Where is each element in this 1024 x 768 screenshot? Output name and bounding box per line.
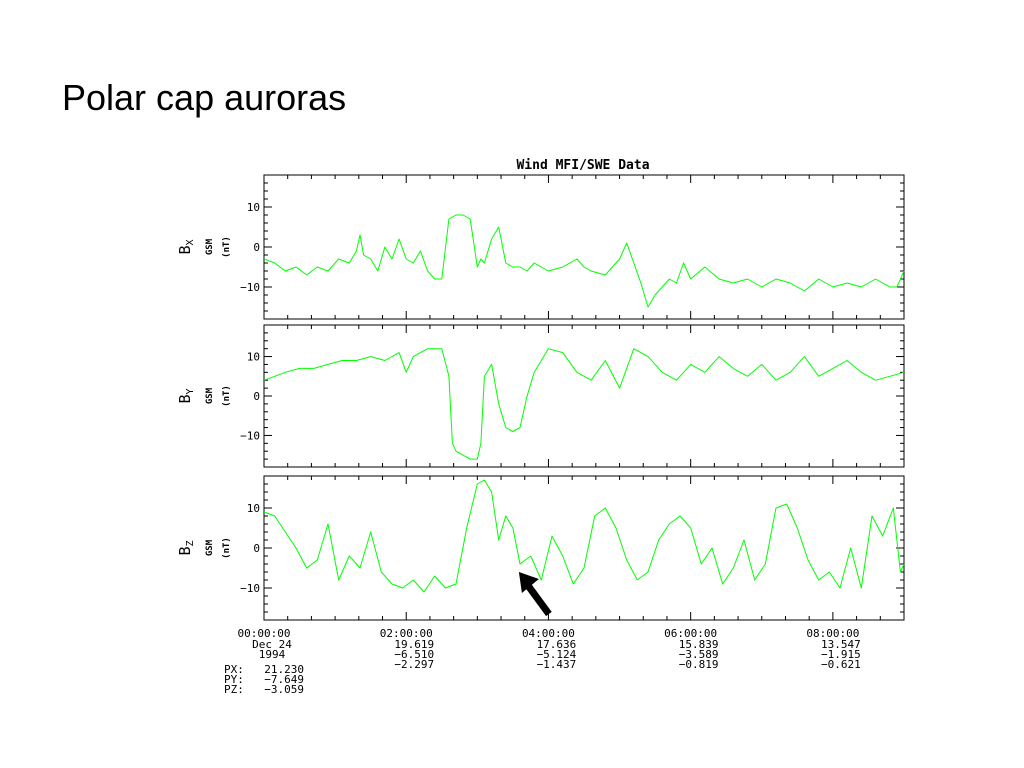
y-tick-label: 10 <box>247 351 260 364</box>
x-tick-sublabel: −2.297 <box>394 658 434 671</box>
y-tick-label: 10 <box>247 201 260 214</box>
y-axis-unit-label: (nT) <box>222 236 232 258</box>
row-label: PX: <box>224 663 244 676</box>
series-line-bz <box>263 479 905 593</box>
arrow-shaft <box>524 581 552 617</box>
x-tick-label: 00:00:00 <box>238 627 291 640</box>
y-tick-label: 0 <box>253 390 260 403</box>
y-tick-label: 0 <box>253 241 260 254</box>
y-axis-label: BY <box>176 388 196 403</box>
x-tick-label: 02:00:00 <box>380 627 433 640</box>
row-label: PY: <box>224 673 244 686</box>
y-tick-label: −10 <box>240 281 260 294</box>
x-tick-sublabel: 17.636 <box>537 638 577 651</box>
row-value: −7.649 <box>264 673 304 686</box>
x-tick-sublabel: −3.589 <box>679 648 719 661</box>
row-label: PZ: <box>224 683 244 696</box>
x-tick-sublabel: 13.547 <box>821 638 861 651</box>
y-axis-unit-label: (nT) <box>222 537 232 559</box>
x-tick-label: 04:00:00 <box>522 627 575 640</box>
y-tick-label: 10 <box>247 502 260 515</box>
x-tick-sublabel: −5.124 <box>537 648 577 661</box>
x-tick-sublabel: 15.839 <box>679 638 719 651</box>
annotation-arrow-group <box>518 572 552 617</box>
y-tick-label: −10 <box>240 429 260 442</box>
x-tick-sublabel: −6.510 <box>394 648 434 661</box>
x-tick-sublabel: 1994 <box>259 648 286 661</box>
x-tick-sublabel: −1.437 <box>537 658 577 671</box>
panel-frame <box>263 475 905 621</box>
x-tick-label: 06:00:00 <box>664 627 717 640</box>
panel-bz: 10 0 −10 BZ GSM (nT) <box>176 475 905 621</box>
panels-group: 10 0 −10 BX GSM (nT) 10 0 −10 BY GSM (nT) 10 0 −10 BZ GS… <box>176 174 905 621</box>
row-value: 21.230 <box>264 663 304 676</box>
x-tick-sublabel: 19.619 <box>394 638 434 651</box>
x-tick-label: 08:00:00 <box>806 627 859 640</box>
chart-title: Wind MFI/SWE Data <box>516 158 649 173</box>
y-axis-unit-label: (nT) <box>222 385 232 407</box>
row-labels: PX: 21.230 PY: −7.649 PZ: −3.059 <box>224 663 304 696</box>
y-axis-coord-label: GSM <box>205 387 215 404</box>
series-line-bx <box>263 214 905 308</box>
y-axis-coord-label: GSM <box>205 238 215 255</box>
y-axis-label: BZ <box>176 540 196 555</box>
x-tick-sublabel: −0.621 <box>821 658 861 671</box>
x-tick-sublabel: −1.915 <box>821 648 861 661</box>
slide-title: Polar cap auroras <box>62 77 347 118</box>
row-value: −3.059 <box>264 683 304 696</box>
x-tick-sublabel: Dec 24 <box>252 638 292 651</box>
y-tick-label: −10 <box>240 582 260 595</box>
panel-frame <box>263 174 905 320</box>
y-axis-coord-label: GSM <box>205 539 215 556</box>
panel-by: 10 0 −10 BY GSM (nT) <box>176 324 905 468</box>
arrow-head <box>518 572 539 593</box>
y-axis-label: BX <box>176 239 196 254</box>
x-tick-sublabel: −0.819 <box>679 658 719 671</box>
y-tick-label: 0 <box>253 542 260 555</box>
panel-bx: 10 0 −10 BX GSM (nT) <box>176 174 905 320</box>
series-line-by <box>263 348 905 460</box>
panel-frame <box>263 324 905 468</box>
